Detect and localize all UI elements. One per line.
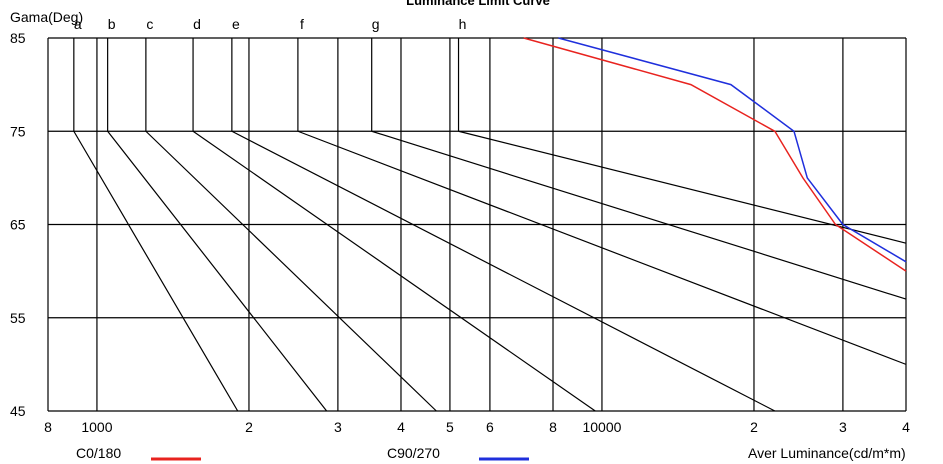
limit-curve-h-slope xyxy=(458,130,907,244)
y-tick-label: 55 xyxy=(10,310,26,326)
x-tick-label: 10000 xyxy=(582,419,621,435)
x-tick-label: 2 xyxy=(245,419,253,435)
limit-curve-label-d: d xyxy=(193,16,201,32)
x-tick-label: 8 xyxy=(44,419,52,435)
x-tick-labels: 8 1000 2 3 4 5 6 8 10000 2 3 4 xyxy=(44,419,910,435)
limit-curve-label-h: h xyxy=(459,16,467,32)
x-tick-label: 2 xyxy=(750,419,758,435)
x-tick-label: 3 xyxy=(839,419,847,435)
y-axis-label: Gama(Deg) xyxy=(10,9,83,25)
y-tick-label: 75 xyxy=(10,123,26,139)
limit-curve-label-c: c xyxy=(146,16,153,32)
limit-curve-f-slope xyxy=(297,130,907,365)
legend: C0/180 C90/270 xyxy=(76,445,529,461)
series-line-0 xyxy=(523,37,907,272)
series-lines xyxy=(523,37,907,272)
limit-curve-label-f: f xyxy=(300,16,304,32)
limit-curve-label-e: e xyxy=(232,16,240,32)
limit-curve-label-b: b xyxy=(108,16,116,32)
y-tick-labels: 85 75 65 55 45 xyxy=(10,30,26,419)
y-tick-label: 45 xyxy=(10,403,26,419)
limit-curve-label-g: g xyxy=(372,16,380,32)
y-tick-label: 65 xyxy=(10,217,26,233)
limit-curves: a b c d e f g h xyxy=(73,16,907,412)
legend-label-c0-180: C0/180 xyxy=(76,445,121,461)
limit-curve-a-slope xyxy=(73,130,239,412)
x-tick-label: 4 xyxy=(902,419,910,435)
limit-curve-label-a: a xyxy=(74,16,82,32)
x-tick-label: 6 xyxy=(486,419,494,435)
y-tick-label: 85 xyxy=(10,30,26,46)
x-tick-label: 4 xyxy=(397,419,405,435)
limit-curve-e-slope xyxy=(231,130,776,412)
x-tick-label: 5 xyxy=(446,419,454,435)
horizontal-gridlines xyxy=(48,37,906,412)
legend-label-c90-270: C90/270 xyxy=(387,445,440,461)
x-tick-label: 1000 xyxy=(81,419,112,435)
x-tick-label: 8 xyxy=(549,419,557,435)
chart-title: Luminance Limit Curve xyxy=(406,0,550,8)
limit-curve-c-slope xyxy=(145,130,437,412)
limit-curve-b-slope xyxy=(107,130,328,412)
x-tick-label: 3 xyxy=(334,419,342,435)
limit-curve-g-slope xyxy=(371,130,907,300)
x-axis-label: Aver Luminance(cd/m*m) xyxy=(748,445,906,461)
series-line-1 xyxy=(558,37,907,263)
limit-curve-d-slope xyxy=(192,130,596,412)
